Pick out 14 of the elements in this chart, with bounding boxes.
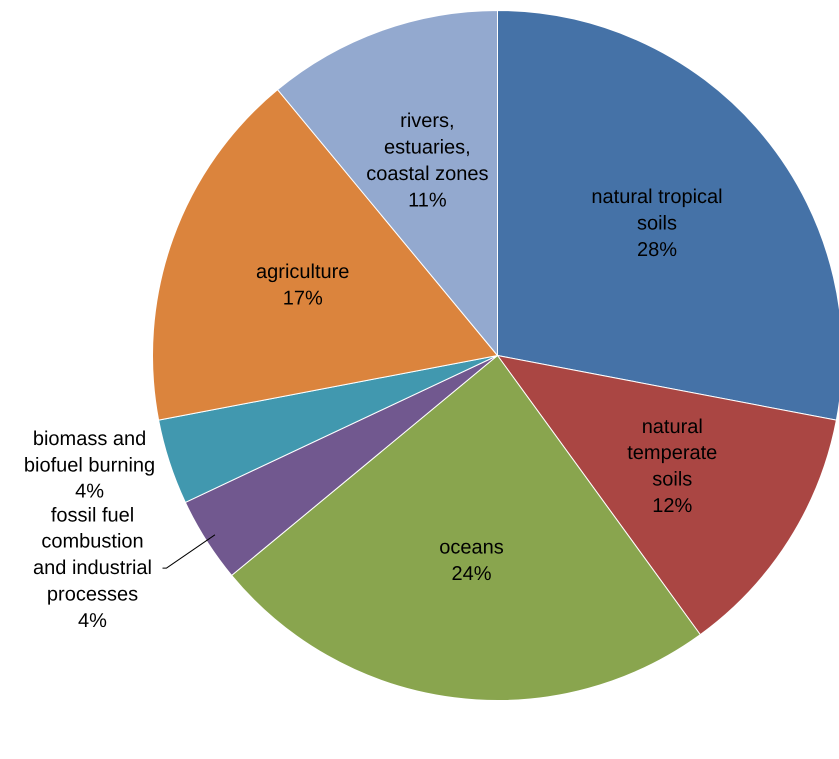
data-label: 24% — [452, 563, 492, 586]
slice-label: oceans — [439, 536, 504, 559]
data-label: 11% — [408, 189, 447, 212]
slice-label: agriculture — [256, 261, 350, 284]
slice-label: natural temperate soils — [627, 416, 718, 491]
data-label: 4% — [75, 480, 104, 503]
data-label: 17% — [282, 288, 323, 310]
slice-label: fossil fuel combustion and industrial processes — [33, 504, 152, 606]
slice-label: natural tropical soils — [591, 186, 723, 235]
data-label: 12% — [652, 495, 693, 518]
slice-label: rivers, estuaries, coastal zones — [366, 110, 489, 185]
slice-label: biomass and biofuel burning — [24, 428, 156, 476]
data-label: 28% — [636, 238, 678, 261]
data-label: 4% — [78, 610, 108, 632]
